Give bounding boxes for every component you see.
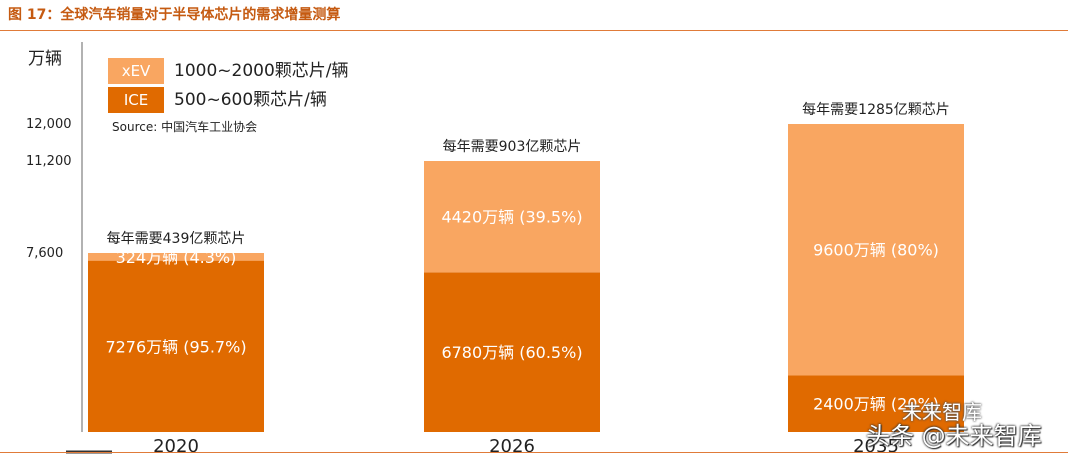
bar-data-label: 9600万辆 (80%) — [813, 241, 939, 260]
bar-segment-ice — [88, 260, 264, 432]
legend-label-ice: 500~600颗芯片/辆 — [174, 90, 327, 110]
x-tick-label: 2020 — [153, 436, 199, 457]
legend-swatch-xev: xEV — [108, 58, 164, 84]
watermark-logo-text: 未来智库 — [902, 400, 982, 424]
bar-top-annotation: 每年需要1285亿颗芯片 — [802, 102, 950, 118]
bar-segment-ice — [424, 272, 600, 432]
legend-label-xev: 1000~2000颗芯片/辆 — [174, 61, 349, 81]
bar-segment-ice — [788, 375, 964, 432]
bar-data-label: 2400万辆 (20%) — [813, 395, 939, 414]
y-tick-label: 11,200 — [26, 154, 72, 169]
title-divider — [0, 30, 1068, 31]
bar-data-label: 7276万辆 (95.7%) — [105, 337, 246, 356]
source-note: Source: 中国汽车工业协会 — [112, 120, 258, 134]
bar-segment-xev — [424, 161, 600, 273]
watermark-text: 头条 @未来智库 — [866, 422, 1042, 450]
legend-swatch-ice: ICE — [108, 87, 164, 113]
y-tick-label: 12,000 — [26, 117, 72, 132]
bar-data-label: 6780万辆 (60.5%) — [441, 343, 582, 362]
x-tick-label: 2035 — [853, 436, 899, 457]
y-tick-label: 7,600 — [26, 246, 63, 261]
y-axis-unit-label: 万辆 — [28, 49, 62, 69]
bar-segment-xev — [88, 253, 264, 261]
figure-title: 图 17：全球汽车销量对于半导体芯片的需求增量测算 — [8, 7, 341, 23]
bar-top-annotation: 每年需要439亿颗芯片 — [107, 231, 246, 247]
bar-data-label: 4420万辆 (39.5%) — [441, 208, 582, 227]
bar-top-annotation: 每年需要903亿颗芯片 — [443, 139, 582, 155]
bar-data-label: 324万辆 (4.3%) — [116, 248, 237, 267]
x-tick-label: 2026 — [489, 436, 535, 457]
bar-segment-xev — [788, 124, 964, 376]
bottom-divider — [0, 452, 1068, 453]
